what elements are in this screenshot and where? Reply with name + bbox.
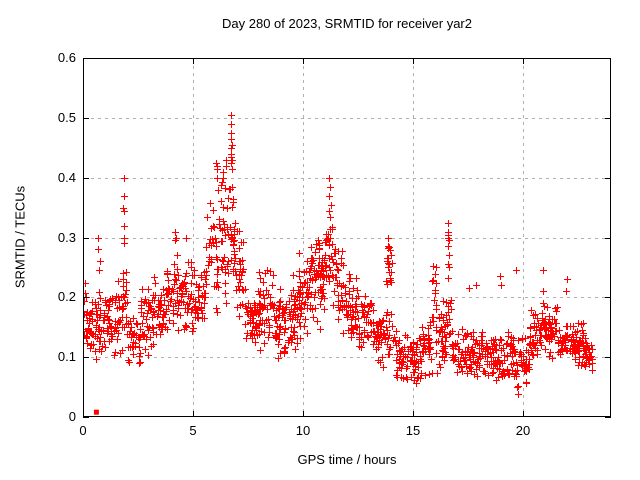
x-tick-label: 5 <box>189 423 197 438</box>
axis-ticks <box>83 58 611 418</box>
x-axis-label: GPS time / hours <box>297 452 397 467</box>
y-tick-label: 0 <box>68 409 76 424</box>
grid-lines <box>84 59 610 416</box>
y-tick-label: 0.1 <box>57 349 76 365</box>
y-tick-label: 0.3 <box>57 229 76 245</box>
x-tick-label: 10 <box>295 423 311 438</box>
y-tick-label: 0.4 <box>57 169 76 185</box>
x-tick-label: 20 <box>515 423 531 438</box>
x-tick-label: 15 <box>405 423 421 438</box>
y-tick-label: 0.5 <box>57 109 76 125</box>
flag-marker <box>93 409 99 415</box>
y-tick-label: 0.2 <box>57 289 76 305</box>
chart-title: Day 280 of 2023, SRMTID for receiver yar… <box>222 16 472 31</box>
y-axis-label: SRMTID / TECUs <box>12 185 28 289</box>
y-tick-label: 0.6 <box>57 50 76 65</box>
plot-border <box>83 58 611 417</box>
scatter-points <box>83 112 596 398</box>
x-tick-label: 0 <box>79 423 87 438</box>
